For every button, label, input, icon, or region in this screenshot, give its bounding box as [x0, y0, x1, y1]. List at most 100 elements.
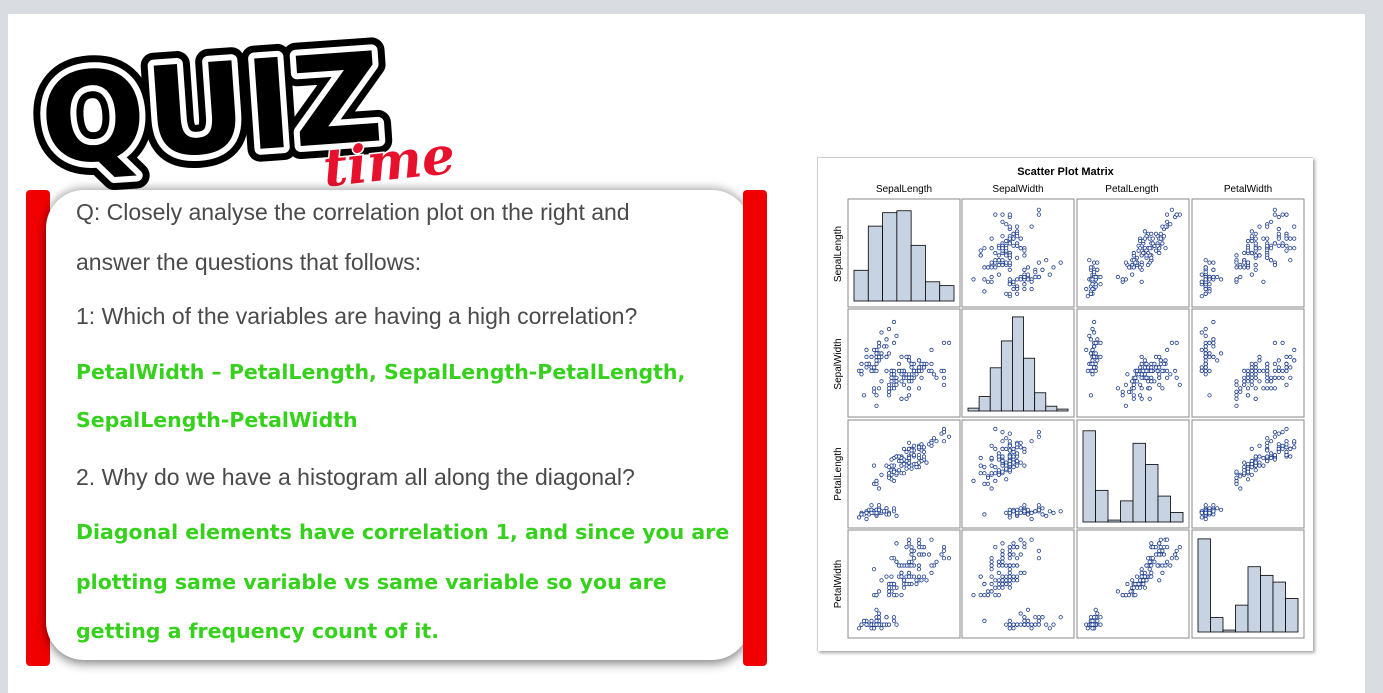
- scatter-point: [1093, 274, 1098, 280]
- scatter-point: [1022, 248, 1027, 253]
- scatter-point: [916, 368, 922, 373]
- scatter-point: [1007, 267, 1012, 272]
- scatter-point: [1029, 622, 1034, 627]
- scatter-point: [1007, 277, 1012, 282]
- scatter-point: [904, 544, 909, 550]
- scatter-point: [996, 570, 1001, 575]
- scatter-point: [1157, 548, 1162, 553]
- scatter-point: [1134, 574, 1140, 579]
- scatter-point: [1158, 358, 1163, 363]
- scatter-point: [1149, 231, 1154, 236]
- scatter-point: [914, 372, 919, 377]
- scatter-point: [1272, 262, 1277, 268]
- scatter-point: [1268, 219, 1274, 224]
- scatter-point: [1203, 351, 1208, 356]
- scatter-point: [1007, 255, 1012, 260]
- scatter-point: [879, 626, 884, 631]
- scatter-point: [914, 578, 919, 583]
- scatter-point: [1022, 253, 1027, 258]
- scatter-point: [1131, 386, 1136, 391]
- scatter-point: [1022, 615, 1027, 620]
- scatter-point: [1272, 241, 1277, 246]
- scatter-point: [1090, 286, 1095, 292]
- scatter-point: [1280, 446, 1285, 451]
- scatter-point: [1136, 248, 1141, 253]
- scatter-point: [1207, 368, 1212, 373]
- scatter-point: [904, 581, 909, 587]
- scatter-point: [1211, 274, 1216, 280]
- scatter-point: [929, 570, 934, 575]
- scatter-point: [1025, 265, 1031, 270]
- scatter-point: [1238, 386, 1243, 391]
- scatter-point: [1047, 626, 1052, 631]
- scatter-point: [916, 552, 922, 557]
- scatter-point: [1150, 241, 1155, 246]
- scatter-point: [1253, 361, 1258, 366]
- scatter-point: [1253, 454, 1258, 459]
- scatter-point: [909, 552, 914, 557]
- scatter-point: [864, 516, 869, 522]
- scatter-point: [876, 344, 882, 349]
- histogram-bar: [882, 212, 898, 302]
- scatter-point: [929, 537, 934, 542]
- scatter-point: [1253, 396, 1258, 401]
- scatter-point: [1091, 270, 1097, 275]
- scatter-point: [1153, 354, 1159, 359]
- scatter-point: [1098, 340, 1103, 345]
- scatter-point: [1088, 351, 1093, 356]
- scatter-point: [985, 589, 991, 594]
- row-label-sepalwidth: SepalWidth: [833, 338, 844, 390]
- scatter-point: [876, 589, 882, 594]
- scatter-point: [1234, 260, 1239, 265]
- scatter-point: [916, 358, 922, 363]
- scatter-point: [1128, 589, 1133, 594]
- scatter-point: [1007, 510, 1012, 515]
- scatter-point: [1249, 229, 1254, 234]
- scatter-point: [1272, 429, 1277, 435]
- scatter-point: [1015, 578, 1020, 583]
- scatter-point: [1265, 365, 1270, 370]
- scatter-point: [919, 442, 924, 447]
- scatter-point: [1000, 556, 1005, 561]
- scatter-point: [1090, 347, 1095, 352]
- scatter-point: [1199, 368, 1204, 373]
- scatter-point: [894, 375, 899, 380]
- histogram-bar: [1120, 500, 1134, 523]
- scatter-point: [1215, 506, 1220, 511]
- scatter-point: [1249, 368, 1254, 373]
- scatter-point: [1276, 365, 1281, 370]
- scatter-point: [978, 253, 983, 258]
- scatter-point: [1090, 372, 1095, 377]
- scatter-point: [886, 351, 892, 356]
- scatter-point: [1007, 578, 1012, 583]
- scatter-point: [1272, 207, 1277, 212]
- scatter-point: [1203, 291, 1208, 296]
- scatter-point: [1242, 260, 1247, 265]
- scatter-point: [1265, 386, 1270, 391]
- scatter-point: [1276, 243, 1281, 248]
- scatter-point: [929, 347, 934, 352]
- scatter-point: [886, 389, 892, 394]
- scatter-point: [1155, 563, 1160, 568]
- scatter-point: [931, 436, 937, 441]
- scatter-point: [1168, 372, 1173, 377]
- scatter-point: [1234, 403, 1239, 408]
- scatter-point: [1253, 253, 1258, 258]
- scatter-point: [1015, 291, 1020, 296]
- scatter-point: [1257, 253, 1262, 258]
- scatter-point: [1276, 236, 1281, 241]
- scatter-point: [989, 260, 994, 265]
- scatter-point: [1257, 368, 1262, 373]
- scatter-point: [911, 452, 917, 458]
- scatter-point: [891, 585, 897, 590]
- scatter-point: [1174, 556, 1179, 561]
- scatter-point: [946, 556, 952, 561]
- scatter-point: [874, 592, 879, 598]
- scatter-point: [1211, 503, 1216, 508]
- scatter-point: [989, 274, 994, 280]
- scatter-point: [1131, 265, 1136, 270]
- scatter-point: [1272, 340, 1277, 345]
- scatter-point: [891, 615, 897, 620]
- scatter-point: [941, 368, 947, 373]
- scatter-plot-matrix-svg: [847, 198, 1305, 639]
